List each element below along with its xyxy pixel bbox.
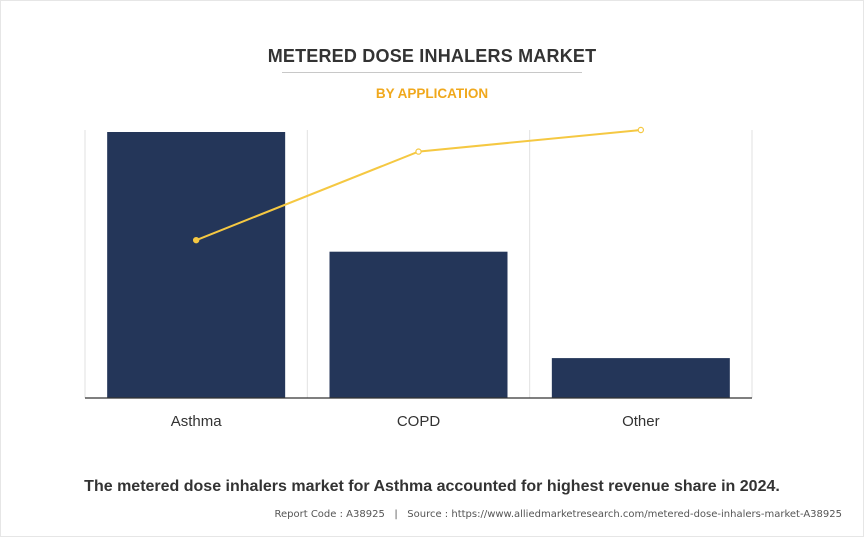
report-code: Report Code : A38925 bbox=[274, 509, 385, 520]
source-gap bbox=[398, 509, 404, 520]
title-divider bbox=[282, 72, 582, 73]
line-point-other bbox=[637, 126, 645, 134]
chart-subtitle: BY APPLICATION bbox=[375, 86, 489, 101]
chart-title: METERED DOSE INHALERS MARKET bbox=[267, 46, 597, 66]
source-url: Source : https://www.alliedmarketresearc… bbox=[407, 509, 842, 520]
x-tick-label-copd: COPD bbox=[397, 413, 441, 430]
chart-caption: The metered dose inhalers market for Ast… bbox=[84, 478, 780, 495]
line-point-asthma bbox=[192, 236, 200, 244]
source-divider: | bbox=[394, 509, 398, 520]
x-tick-label-asthma: Asthma bbox=[171, 413, 223, 430]
bar-other bbox=[551, 358, 730, 398]
source-line: Report Code : A38925 | Source : https://… bbox=[275, 509, 843, 520]
line-point-copd bbox=[415, 148, 422, 155]
x-tick-label-other: Other bbox=[622, 413, 660, 430]
bar-copd bbox=[329, 251, 508, 398]
bar-asthma bbox=[107, 132, 286, 398]
